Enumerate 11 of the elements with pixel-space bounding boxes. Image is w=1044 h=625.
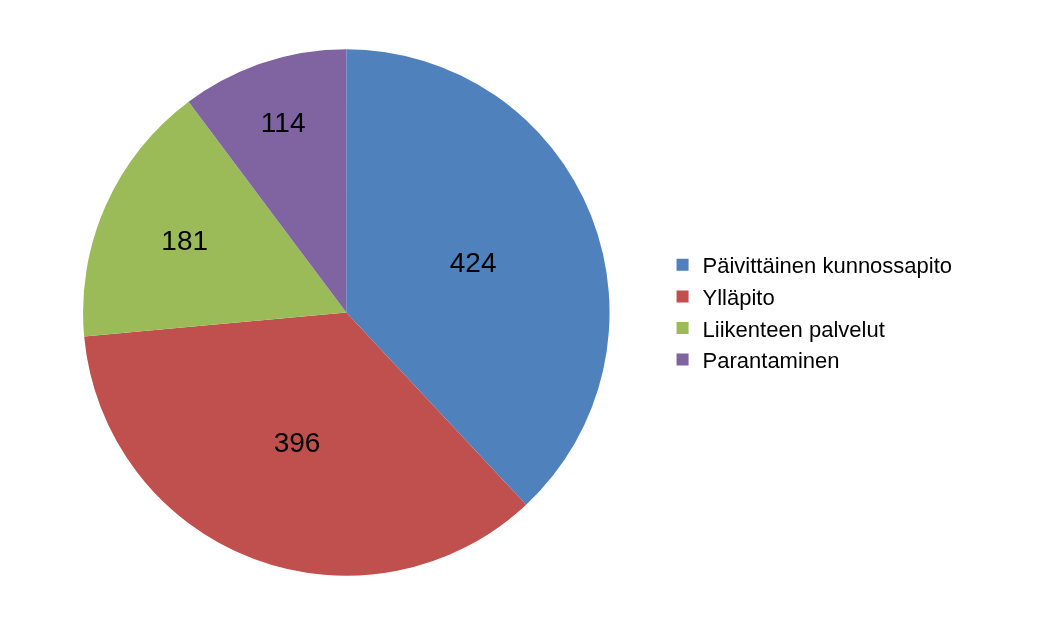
pie-slice (83, 101, 347, 337)
legend-label: Parantaminen (702, 348, 840, 374)
legend-label: Ylläpito (702, 284, 775, 310)
legend-label: Päivittäinen kunnossapito (702, 253, 953, 279)
legend-label: Liikenteen palvelut (702, 316, 885, 342)
data-label: 424 (449, 246, 497, 278)
data-label: 396 (273, 426, 321, 458)
pie-slice (346, 49, 610, 505)
pie-slice (84, 312, 527, 576)
data-label: 181 (161, 225, 209, 257)
data-label: 114 (260, 107, 306, 139)
